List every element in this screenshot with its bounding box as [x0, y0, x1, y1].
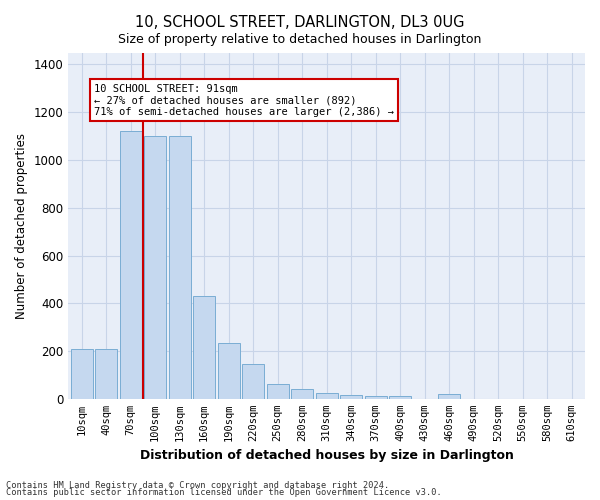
Bar — [144, 136, 166, 399]
Bar — [218, 342, 239, 399]
Bar — [119, 132, 142, 399]
Bar — [266, 384, 289, 399]
X-axis label: Distribution of detached houses by size in Darlington: Distribution of detached houses by size … — [140, 450, 514, 462]
Bar — [389, 396, 411, 399]
Text: Contains HM Land Registry data © Crown copyright and database right 2024.: Contains HM Land Registry data © Crown c… — [6, 480, 389, 490]
Bar — [193, 296, 215, 399]
Text: 10, SCHOOL STREET, DARLINGTON, DL3 0UG: 10, SCHOOL STREET, DARLINGTON, DL3 0UG — [135, 15, 465, 30]
Bar — [291, 390, 313, 399]
Bar — [169, 136, 191, 399]
Text: 10 SCHOOL STREET: 91sqm
← 27% of detached houses are smaller (892)
71% of semi-d: 10 SCHOOL STREET: 91sqm ← 27% of detache… — [94, 84, 394, 116]
Bar — [438, 394, 460, 399]
Bar — [365, 396, 386, 399]
Text: Size of property relative to detached houses in Darlington: Size of property relative to detached ho… — [118, 32, 482, 46]
Y-axis label: Number of detached properties: Number of detached properties — [15, 132, 28, 318]
Bar — [340, 395, 362, 399]
Bar — [316, 393, 338, 399]
Text: Contains public sector information licensed under the Open Government Licence v3: Contains public sector information licen… — [6, 488, 442, 497]
Bar — [95, 348, 117, 399]
Bar — [242, 364, 264, 399]
Bar — [71, 348, 92, 399]
